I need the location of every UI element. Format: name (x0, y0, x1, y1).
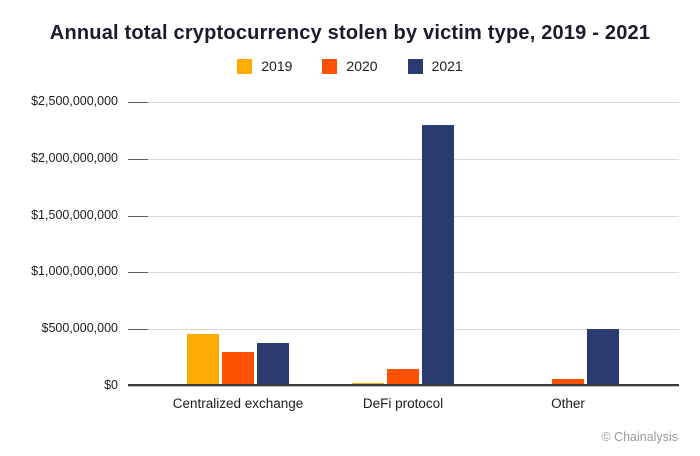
gridline (128, 329, 679, 331)
x-axis-line (128, 384, 679, 387)
legend-item-2020: 2020 (322, 58, 378, 74)
y-axis-label: $500,000,000 (41, 321, 118, 336)
x-axis-label-centralized-exchange: Centralized exchange (172, 396, 304, 411)
legend-label: 2020 (346, 58, 378, 74)
gridline (128, 272, 679, 274)
legend-label: 2021 (431, 58, 463, 74)
gridline (128, 215, 679, 217)
x-axis-label-defi-protocol: DeFi protocol (362, 396, 444, 411)
gridline (128, 102, 679, 103)
legend-swatch-2021 (407, 58, 423, 74)
y-axis-label: $2,500,000,000 (31, 94, 118, 108)
y-axis-tick (128, 329, 148, 331)
chart-title: Annual total cryptocurrency stolen by vi… (49, 22, 651, 44)
plot-area (128, 102, 679, 387)
bar-2021-centralized-exchange (257, 342, 289, 386)
bar-2020-centralized-exchange (222, 351, 254, 386)
legend: 2019 2020 2021 (0, 58, 700, 74)
legend-swatch-2019 (237, 58, 253, 74)
y-axis-label: $2,000,000,000 (31, 150, 118, 165)
y-axis-label: $1,500,000,000 (31, 207, 118, 222)
y-axis-tick (128, 158, 148, 160)
attribution: © Chainalysis (601, 430, 678, 444)
x-axis-label-other: Other (551, 396, 585, 411)
legend-swatch-2020 (322, 58, 338, 74)
y-axis-label: $1,000,000,000 (31, 264, 118, 279)
y-axis-tick (128, 215, 148, 217)
legend-item-2019: 2019 (237, 58, 292, 74)
y-axis-label: $0 (104, 378, 118, 392)
bar-2021-defi-protocol (422, 124, 454, 386)
bar-2020-defi-protocol (387, 368, 419, 386)
legend-label: 2019 (261, 58, 293, 74)
bar-2021-other (587, 329, 619, 386)
bar-2020-other (552, 379, 584, 386)
y-axis-tick (128, 102, 148, 103)
y-axis-tick (128, 272, 148, 274)
legend-item-2021: 2021 (407, 58, 463, 74)
bar-2019-centralized-exchange (187, 333, 219, 386)
gridline (128, 158, 679, 160)
